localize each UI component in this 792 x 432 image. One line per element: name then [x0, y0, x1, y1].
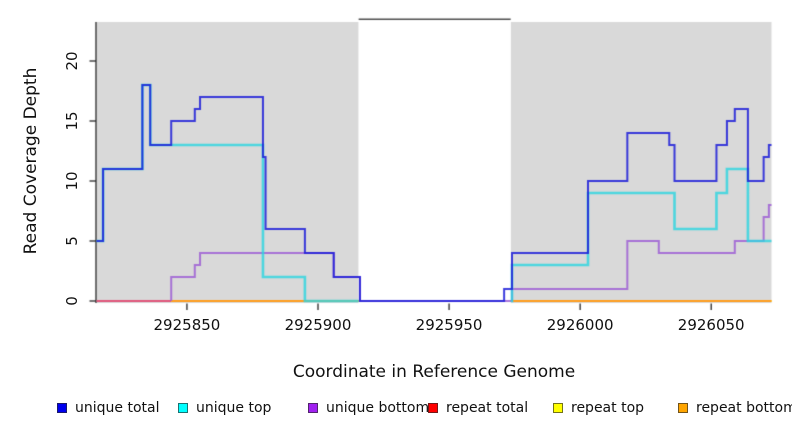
y-axis-title: Read Coverage Depth: [21, 67, 41, 255]
y-tick-label: 15: [63, 111, 81, 131]
legend-label: unique total: [75, 400, 160, 416]
legend-swatch-icon: [428, 403, 438, 413]
legend-swatch-icon: [57, 403, 67, 413]
legend-label: repeat total: [446, 400, 529, 416]
y-tick-label: 5: [63, 236, 81, 246]
y-tick-label: 10: [63, 171, 81, 191]
legend-entry-unique-top: unique top: [178, 399, 271, 417]
x-tick-label: 2925900: [284, 316, 352, 334]
x-tick-label: 2925850: [153, 316, 221, 334]
legend-label: unique bottom: [326, 400, 430, 416]
legend-entry-unique-total: unique total: [57, 399, 159, 417]
x-tick-label: 2926000: [546, 316, 614, 334]
legend-label: unique top: [196, 400, 272, 416]
x-tick-label: 2925950: [415, 316, 483, 334]
legend-swatch-icon: [308, 403, 318, 413]
x-tick-label: 2926050: [677, 316, 745, 334]
x-axis-title: Coordinate in Reference Genome: [292, 362, 576, 382]
legend-swatch-icon: [553, 403, 563, 413]
legend-entry-unique-bottom: unique bottom: [308, 399, 429, 417]
y-tick-label: 0: [63, 296, 81, 306]
legend-entry-repeat-bottom: repeat bottom: [678, 399, 792, 417]
legend-swatch-icon: [678, 403, 688, 413]
legend-label: repeat bottom: [696, 400, 792, 416]
y-tick-label: 20: [63, 51, 81, 71]
legend-swatch-icon: [178, 403, 188, 413]
legend-entry-repeat-top: repeat top: [553, 399, 644, 417]
legend-label: repeat top: [571, 400, 645, 416]
legend-entry-repeat-total: repeat total: [428, 399, 528, 417]
